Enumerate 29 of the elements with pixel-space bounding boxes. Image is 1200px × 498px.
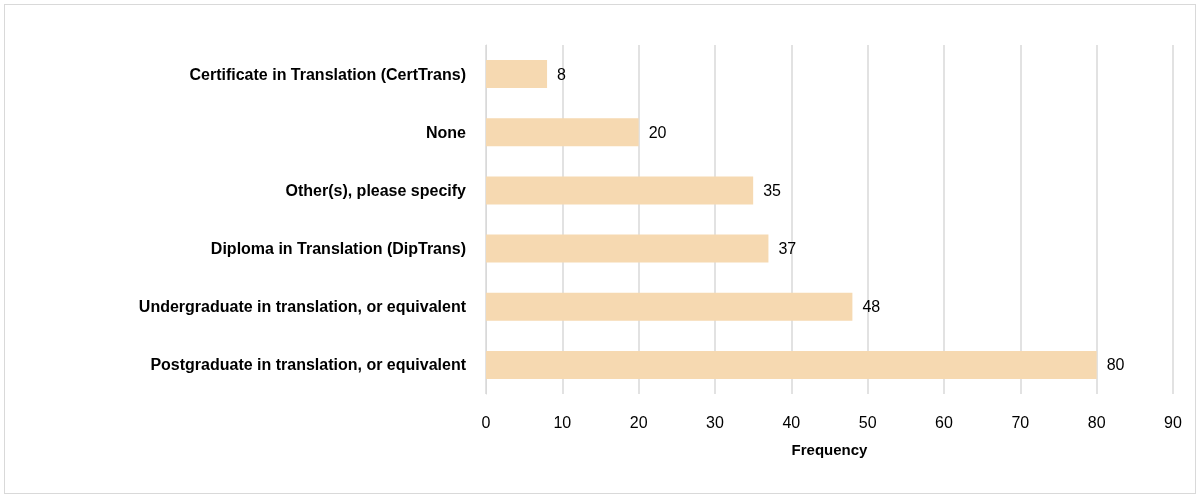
y-tick-label: None <box>426 123 467 141</box>
y-tick-label: Other(s), please specify <box>285 181 467 199</box>
x-tick-label: 80 <box>1087 413 1106 431</box>
bar <box>486 118 639 147</box>
data-label: 37 <box>778 240 797 258</box>
data-label: 35 <box>763 181 782 199</box>
x-tick-label: 30 <box>706 413 724 431</box>
x-tick-label: 0 <box>481 413 491 431</box>
x-tick-label: 40 <box>782 413 801 431</box>
x-tick-label: 10 <box>553 413 572 431</box>
data-label: 20 <box>648 123 667 141</box>
bar <box>486 234 769 263</box>
bar <box>486 176 754 205</box>
y-tick-label: Certificate in Translation (CertTrans) <box>189 65 466 83</box>
y-tick-label: Diploma in Translation (DipTrans) <box>210 240 466 258</box>
x-tick-label: 60 <box>935 413 953 431</box>
bar <box>486 60 548 89</box>
bar <box>486 350 1097 379</box>
y-tick-label: Undergraduate in translation, or equivalent <box>138 298 467 316</box>
data-label: 80 <box>1106 356 1125 374</box>
x-tick-label: 50 <box>858 413 877 431</box>
x-tick-label: 90 <box>1164 413 1182 431</box>
y-tick-label: Postgraduate in translation, or equivalent <box>150 356 467 374</box>
x-axis-title: Frequency <box>791 441 869 458</box>
x-tick-label: 70 <box>1011 413 1030 431</box>
data-label: 8 <box>557 65 567 83</box>
bar <box>486 292 853 321</box>
x-tick-label: 20 <box>629 413 648 431</box>
data-label: 48 <box>862 298 881 316</box>
